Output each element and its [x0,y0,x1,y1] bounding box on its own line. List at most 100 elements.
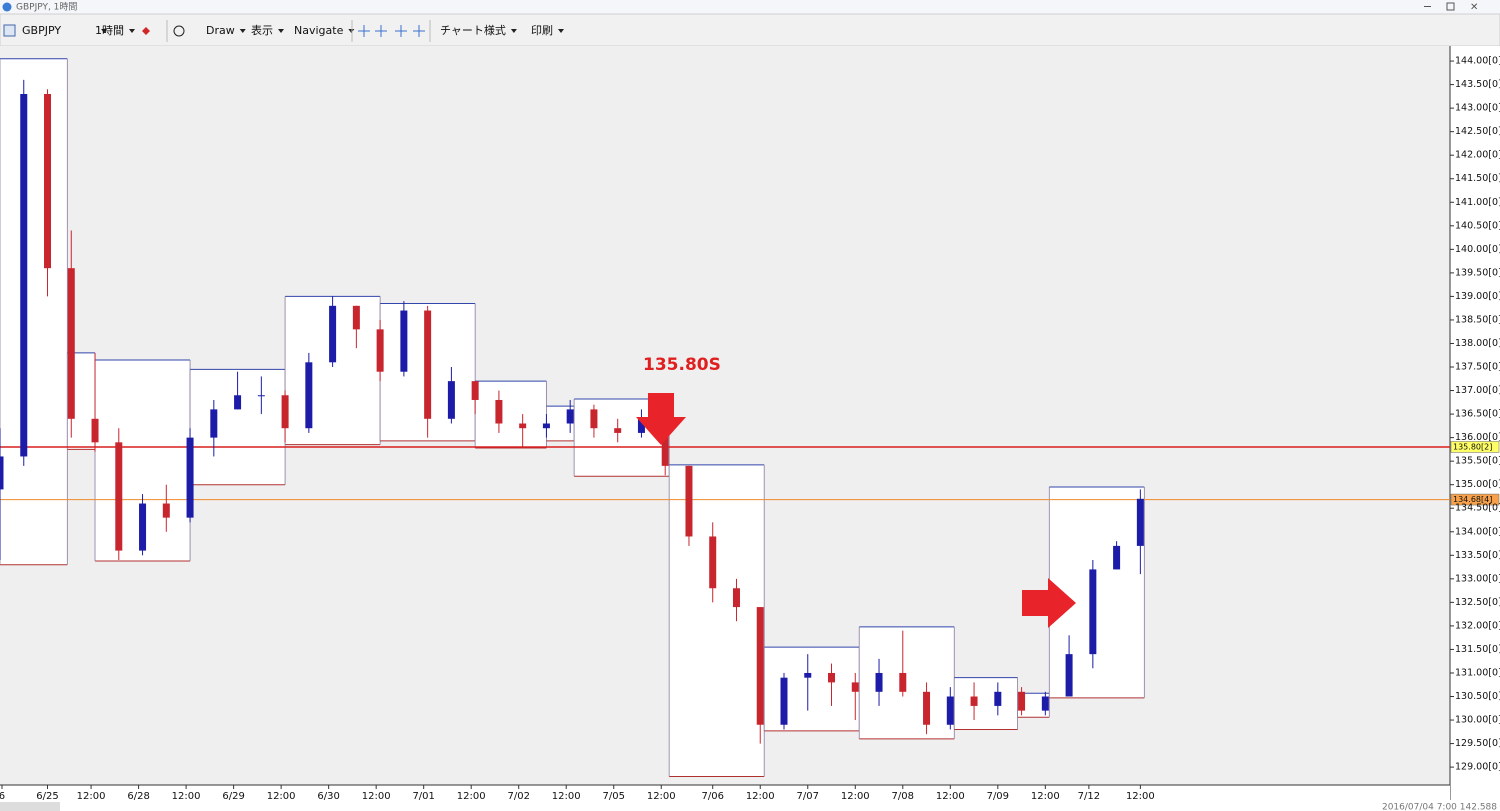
candle-body [115,442,123,551]
candle-body [329,305,337,363]
y-tick-label: 141.50[0] [1455,173,1500,184]
dropdown-arrow[interactable] [239,29,246,33]
x-tick-label: 12:00 [362,791,391,802]
y-tick-label: 132.00[0] [1455,620,1500,631]
scrollbar[interactable] [0,802,60,811]
x-tick-label: 12:00 [746,791,775,802]
maximize-button[interactable] [1446,2,1455,11]
candle-body [946,696,954,725]
range-box [0,58,68,565]
y-tick-label: 137.50[0] [1455,362,1500,373]
y-tick-label: 129.50[0] [1455,738,1500,749]
x-tick-label: 7/07 [797,791,819,802]
candle-body [875,672,883,692]
dropdown-arrow[interactable] [101,29,108,33]
candle-body [661,418,669,466]
candle-body [305,362,313,429]
candle-body [186,437,194,518]
dropdown-arrow[interactable] [510,29,517,33]
toolbar-icon[interactable] [358,25,425,37]
dropdown-arrow[interactable] [278,29,284,33]
candle-body [614,428,622,433]
toolbar-menu[interactable]: Navigate [294,24,344,37]
toolbar-menu[interactable]: 印刷 [531,24,553,37]
y-tick-label: 130.50[0] [1455,691,1500,702]
y-tick-label: 140.50[0] [1455,220,1500,231]
x-tick-label: 7/01 [412,791,434,802]
y-tick-label: 140.00[0] [1455,244,1500,255]
x-tick-label: 7/06 [701,791,723,802]
x-tick-label: 7/02 [507,791,529,802]
y-tick-label: 139.50[0] [1455,267,1500,278]
annotation: 135.80S [643,355,721,375]
x-tick-label: 12:00 [1126,791,1155,802]
y-tick-label: 130.00[0] [1455,715,1500,726]
symbol-icon [3,24,16,37]
close-button[interactable]: ✕ [1470,2,1478,13]
range-box [669,464,765,777]
y-tick-label: 133.50[0] [1455,550,1500,561]
candle-body [732,588,740,608]
toolbar-icon[interactable] [173,25,185,37]
toolbar-menu[interactable]: GBPJPY [22,24,61,37]
x-tick-label: 6/30 [317,791,339,802]
candle-body [1089,569,1097,655]
y-tick-label: 144.00[0] [1455,56,1500,67]
minimize-button[interactable] [1424,6,1431,7]
candle-body [1041,696,1049,711]
toolbar-menu[interactable]: Draw [206,24,235,37]
candle-body [542,423,550,429]
toolbar-menu[interactable]: チャート様式 [440,23,506,37]
x-tick-label: 6/29 [222,791,244,802]
window-title: GBPJPY, 1時間 [16,2,77,13]
candle-body [162,503,170,518]
x-tick-label: 12:00 [936,791,965,802]
y-tick-label: 136.00[0] [1455,432,1500,443]
y-tick-label: 141.00[0] [1455,197,1500,208]
toolbar-icons [142,20,431,42]
title-bar [0,0,1500,14]
status-text: 2016/07/04 7:00 142.588 [1382,803,1497,811]
candle-body [281,395,289,429]
price-label-box [1450,441,1500,453]
candle-body [780,677,788,725]
candle-body [139,503,147,551]
toolbar-menu[interactable]: 表示 [251,23,273,37]
candle-body [67,268,75,419]
x-tick-label: 12:00 [841,791,870,802]
range-box [1049,487,1145,698]
candle-body [970,696,978,706]
y-tick-label: 139.00[0] [1455,291,1500,302]
candle-body [352,305,360,330]
dropdown-arrow[interactable] [558,29,564,33]
y-tick-label: 137.00[0] [1455,385,1500,396]
y-tick-label: 142.50[0] [1455,126,1500,137]
toolbar-icon[interactable] [142,27,150,35]
y-tick-label: 138.50[0] [1455,314,1500,325]
x-tick-label: 6/28 [127,791,149,802]
candle-body [471,381,479,400]
dropdown-arrow[interactable] [348,29,355,33]
x-tick-label: 12:00 [552,791,581,802]
candle-body [804,672,812,678]
dropdown-arrow[interactable] [129,29,135,33]
x-tick-label: 6/25 [36,791,58,802]
candle-body [851,682,859,692]
candle-body [234,395,242,410]
y-tick-label: 142.00[0] [1455,150,1500,161]
y-tick-label: 134.50[0] [1455,503,1500,514]
app-icon [2,2,12,12]
candle-body [590,409,598,429]
candle-body [376,329,384,372]
toolbar-menu[interactable]: 1時間 [95,24,124,37]
candle-body [210,409,218,438]
x-tick-label: 12:00 [457,791,486,802]
toolbar [0,13,1500,47]
candle-body [899,672,907,692]
candle-body [923,691,931,725]
candle-body [495,399,503,424]
y-tick-label: 133.00[0] [1455,573,1500,584]
y-tick-label: 143.50[0] [1455,79,1500,90]
